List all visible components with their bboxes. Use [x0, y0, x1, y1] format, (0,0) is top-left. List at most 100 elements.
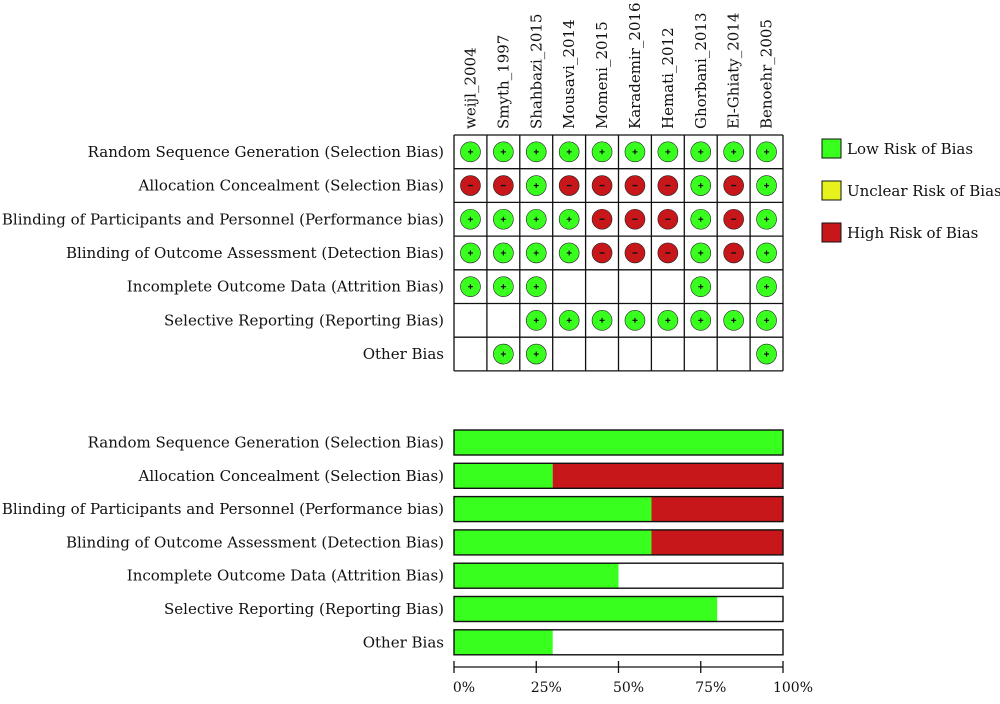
bar-outline: [453, 529, 784, 556]
study-label: Hemati_2012: [659, 27, 677, 129]
high-risk-dot: [493, 175, 514, 196]
study-label: Ghorbani_2013: [692, 12, 710, 129]
high-risk-dot: [657, 175, 679, 196]
low-risk-dot: [525, 242, 547, 264]
bar-low-segment: [454, 596, 718, 622]
bar-low-segment: [454, 430, 783, 455]
low-risk-dot: [460, 276, 481, 297]
high-risk-dot: [624, 175, 646, 196]
x-tick-label: 100%: [773, 680, 813, 696]
low-risk-dot: [690, 141, 712, 163]
low-risk-dot: [525, 175, 547, 196]
bar-low-segment: [454, 496, 652, 522]
high-risk-dot: [723, 242, 744, 264]
low-risk-dot: [558, 242, 580, 264]
bar-outline: [453, 629, 784, 656]
low-risk-dot: [460, 141, 481, 163]
high-risk-dot: [591, 175, 613, 196]
low-risk-dot: [723, 310, 744, 331]
low-risk-dot: [624, 141, 646, 163]
bar-high-segment: [552, 463, 783, 489]
low-risk-dot: [525, 208, 547, 230]
high-risk-dot: [460, 175, 481, 196]
low-risk-dot: [493, 343, 514, 365]
study-label: Shahbazi_2015: [527, 14, 545, 129]
bar-category-label: Allocation Concealment (Selection Bias): [137, 467, 444, 485]
low-risk-dot: [525, 310, 547, 331]
high-risk-dot: [723, 175, 744, 196]
low-risk-dot: [558, 310, 580, 331]
bar-high-segment: [651, 529, 783, 555]
domain-label: Allocation Concealment (Selection Bias): [137, 177, 444, 195]
low-risk-dot: [690, 310, 712, 331]
legend: Low Risk of Bias Unclear Risk of Bias High…: [821, 138, 1000, 243]
low-risk-dot: [690, 276, 712, 297]
study-label: El-Ghiaty_2014: [725, 13, 743, 129]
high-risk-dot: [591, 242, 613, 264]
domain-label: Blinding of Outcome Assessment (Detectio…: [66, 244, 444, 262]
low-risk-dot: [525, 343, 547, 365]
low-risk-dot: [460, 208, 481, 230]
high-risk-dot: [723, 208, 744, 230]
risk-of-bias-graph: Random Sequence Generation (Selection Bi…: [2, 429, 813, 696]
low-risk-dot: [558, 208, 580, 230]
bar-outline: [453, 495, 784, 523]
high-risk-dot: [657, 208, 679, 230]
high-risk-dot: [624, 242, 646, 264]
low-risk-dot: [756, 208, 777, 230]
legend-swatch: [821, 180, 842, 201]
bar-category-label: Blinding of Participants and Personnel (…: [2, 500, 444, 518]
legend-label: Low Risk of Bias: [847, 140, 973, 158]
study-label: weijl_2004: [461, 47, 479, 129]
domain-label: Selective Reporting (Reporting Bias): [164, 311, 444, 329]
bar-low-segment: [454, 629, 553, 655]
low-risk-dot: [690, 175, 712, 196]
study-label: Momeni_2015: [593, 21, 611, 129]
legend-swatch: [821, 138, 842, 159]
bar-low-segment: [454, 463, 553, 489]
low-risk-dot: [460, 242, 481, 264]
bar-outline: [453, 429, 784, 456]
bar-outline: [453, 595, 784, 623]
low-risk-dot: [624, 310, 646, 331]
low-risk-dot: [756, 175, 777, 196]
low-risk-dot: [690, 242, 712, 264]
bar-category-label: Random Sequence Generation (Selection Bi…: [88, 434, 444, 452]
bar-outline: [453, 462, 784, 489]
domain-label: Random Sequence Generation (Selection Bi…: [88, 143, 444, 161]
domain-label: Incomplete Outcome Data (Attrition Bias): [127, 278, 444, 296]
bar-low-segment: [454, 529, 652, 555]
x-tick-label: 75%: [695, 680, 726, 696]
low-risk-dot: [690, 208, 712, 230]
low-risk-dot: [657, 141, 679, 163]
low-risk-dot: [493, 276, 514, 297]
low-risk-dot: [591, 310, 613, 331]
domain-label: Other Bias: [363, 345, 444, 363]
low-risk-dot: [657, 310, 679, 331]
low-risk-dot: [591, 141, 613, 163]
x-tick-label: 0%: [453, 680, 475, 696]
bar-category-label: Incomplete Outcome Data (Attrition Bias): [127, 567, 444, 585]
study-label: Karademir_2016: [626, 2, 644, 129]
x-tick-label: 25%: [531, 680, 562, 696]
study-label: Benoehr_2005: [758, 19, 776, 129]
low-risk-dot: [756, 343, 777, 365]
legend-label: High Risk of Bias: [847, 224, 978, 242]
low-risk-dot: [756, 310, 777, 331]
high-risk-dot: [624, 208, 646, 230]
bar-category-label: Selective Reporting (Reporting Bias): [164, 600, 444, 618]
risk-of-bias-summary-table: weijl_2004 Smyth_1997 Shahbazi_2015 Mousavi…: [2, 2, 784, 372]
low-risk-dot: [493, 242, 514, 264]
bar-category-label: Blinding of Outcome Assessment (Detectio…: [66, 533, 444, 551]
x-tick-label: 50%: [613, 680, 644, 696]
low-risk-dot: [723, 141, 744, 163]
bar-outline: [453, 562, 784, 589]
low-risk-dot: [756, 141, 777, 163]
study-label: Smyth_1997: [494, 35, 512, 129]
low-risk-dot: [525, 141, 547, 163]
bar-low-segment: [454, 563, 619, 589]
legend-label: Unclear Risk of Bias: [847, 182, 1000, 200]
high-risk-dot: [558, 175, 580, 196]
low-risk-dot: [756, 242, 777, 264]
